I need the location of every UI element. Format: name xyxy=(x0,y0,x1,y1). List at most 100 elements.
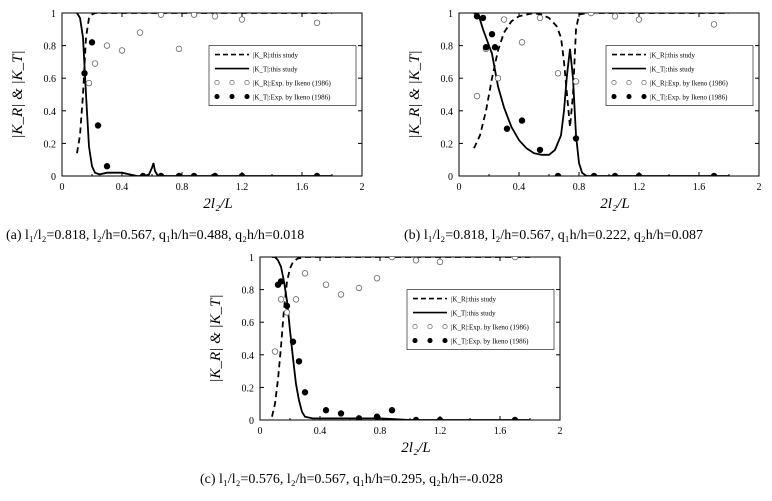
legend-marker xyxy=(427,338,433,344)
y-axis-label: |K_R| & |K_T| xyxy=(208,294,224,382)
legend-marker xyxy=(611,94,617,100)
kr-exp-point xyxy=(322,281,330,288)
kt-exp-point xyxy=(301,389,309,396)
kt-exp-point xyxy=(337,410,345,417)
series-3 xyxy=(81,39,321,176)
y-axis-label: |K_R| & |K_T| xyxy=(407,50,423,138)
y-tick-label: 0.2 xyxy=(441,139,454,150)
kt-exp-point xyxy=(175,172,183,176)
y-tick-label: 0.2 xyxy=(242,383,255,394)
x-tick-label: 1.6 xyxy=(296,182,309,193)
x-tick-label: 0.4 xyxy=(314,426,327,437)
kr-exp-point xyxy=(292,296,300,303)
legend-label: |K_R|:Exp. by Ikeno (1986) xyxy=(253,80,332,88)
series-3 xyxy=(274,278,519,420)
kr-exp-point xyxy=(511,257,519,261)
y-axis-label: |K_R| & |K_T| xyxy=(10,50,26,138)
kr-exp-point xyxy=(85,79,93,87)
kt-exp-point xyxy=(491,44,499,51)
y-tick-label: 0.6 xyxy=(242,318,255,329)
kr-exp-point xyxy=(536,14,544,22)
x-tick-label: 2 xyxy=(757,182,762,193)
x-tick-label: 0.8 xyxy=(176,182,189,193)
x-tick-label: 0.8 xyxy=(573,182,586,193)
kr-exp-point xyxy=(175,45,183,53)
kr-exp-point xyxy=(611,13,619,20)
kt-exp-point xyxy=(473,13,481,20)
caption-a: (a) l₁/l₂=0.818, l₂/h=0.567, q₁h/h=0.488… xyxy=(6,228,305,243)
kr-exp-point xyxy=(500,16,508,23)
legend-marker xyxy=(412,338,418,344)
kt-exp-point xyxy=(388,407,396,414)
kt-exp-point xyxy=(554,172,562,176)
legend-label: |K_T|:Exp. by Ikeno (1986) xyxy=(650,94,728,102)
x-tick-label: 1.6 xyxy=(494,426,507,437)
kt-exp-point xyxy=(479,14,487,22)
series-0 xyxy=(473,13,729,149)
y-tick-label: 0 xyxy=(249,416,254,427)
kr-curve xyxy=(473,13,729,149)
kt-exp-point xyxy=(88,39,96,46)
x-tick-label: 0 xyxy=(457,182,462,193)
kt-exp-point xyxy=(503,125,511,132)
y-tick-label: 0.6 xyxy=(44,74,57,85)
kt-exp-point xyxy=(572,135,580,142)
x-tick-label: 0.4 xyxy=(116,182,129,193)
series-3 xyxy=(473,13,718,176)
kt-exp-point xyxy=(373,413,381,420)
kr-exp-point xyxy=(710,21,718,28)
legend-label: |K_T|:this study xyxy=(253,66,298,74)
kt-exp-point xyxy=(482,44,490,51)
legend-label: |K_R|:this study xyxy=(650,52,696,60)
y-tick-label: 0.4 xyxy=(441,107,454,118)
kt-exp-point xyxy=(635,172,643,176)
legend-marker xyxy=(412,324,418,330)
kr-exp-point xyxy=(313,19,321,26)
kr-exp-point xyxy=(190,13,198,18)
y-tick-label: 0.6 xyxy=(441,74,454,85)
kr-exp-point xyxy=(283,309,291,316)
legend-marker xyxy=(214,94,220,100)
legend-marker xyxy=(427,324,433,330)
y-tick-label: 0.8 xyxy=(242,286,255,297)
kt-exp-point xyxy=(590,172,598,176)
kr-exp-point xyxy=(355,284,363,292)
legend-marker xyxy=(442,338,448,344)
kt-exp-point xyxy=(313,172,321,176)
kt-exp-point xyxy=(322,407,330,414)
y-tick-label: 0.2 xyxy=(44,139,57,150)
x-axis-label: 2l₂/L xyxy=(203,196,232,212)
kt-exp-point xyxy=(511,416,519,420)
y-tick-label: 0.4 xyxy=(242,351,255,362)
kr-exp-point xyxy=(337,291,345,298)
kr-exp-point xyxy=(388,257,396,261)
x-tick-label: 1.2 xyxy=(434,426,447,437)
kt-exp-point xyxy=(103,163,111,170)
x-tick-label: 1.6 xyxy=(693,182,706,193)
x-tick-label: 0.4 xyxy=(513,182,526,193)
kt-exp-point xyxy=(81,70,88,77)
series-1 xyxy=(473,13,729,176)
legend-label: |K_R|:Exp. by Ikeno (1986) xyxy=(451,324,530,332)
kr-exp-point xyxy=(473,92,481,100)
legend-marker xyxy=(442,324,448,330)
kr-exp-point xyxy=(103,42,111,49)
series-1 xyxy=(76,13,332,176)
kt-exp-point xyxy=(436,416,444,420)
x-tick-label: 0.8 xyxy=(374,426,387,437)
kt-exp-point xyxy=(289,338,297,345)
legend-marker xyxy=(641,80,647,86)
legend-label: |K_T|:this study xyxy=(650,66,695,74)
series-2 xyxy=(85,13,321,87)
series-2 xyxy=(271,257,519,355)
legend-marker xyxy=(611,80,617,86)
caption-c: (c) l₁/l₂=0.576, l₂/h=0.567, q₁h/h=0.295… xyxy=(200,472,503,487)
kr-exp-point xyxy=(554,70,562,77)
kr-exp-point xyxy=(373,274,381,282)
y-tick-label: 0 xyxy=(448,172,453,183)
kt-exp-point xyxy=(355,415,363,420)
kt-exp-point xyxy=(710,172,718,176)
legend: |K_R|:this study |K_T|:this study |K_R|:Ex… xyxy=(208,45,357,106)
y-tick-label: 1 xyxy=(51,9,56,20)
kt-exp-point xyxy=(611,172,619,176)
